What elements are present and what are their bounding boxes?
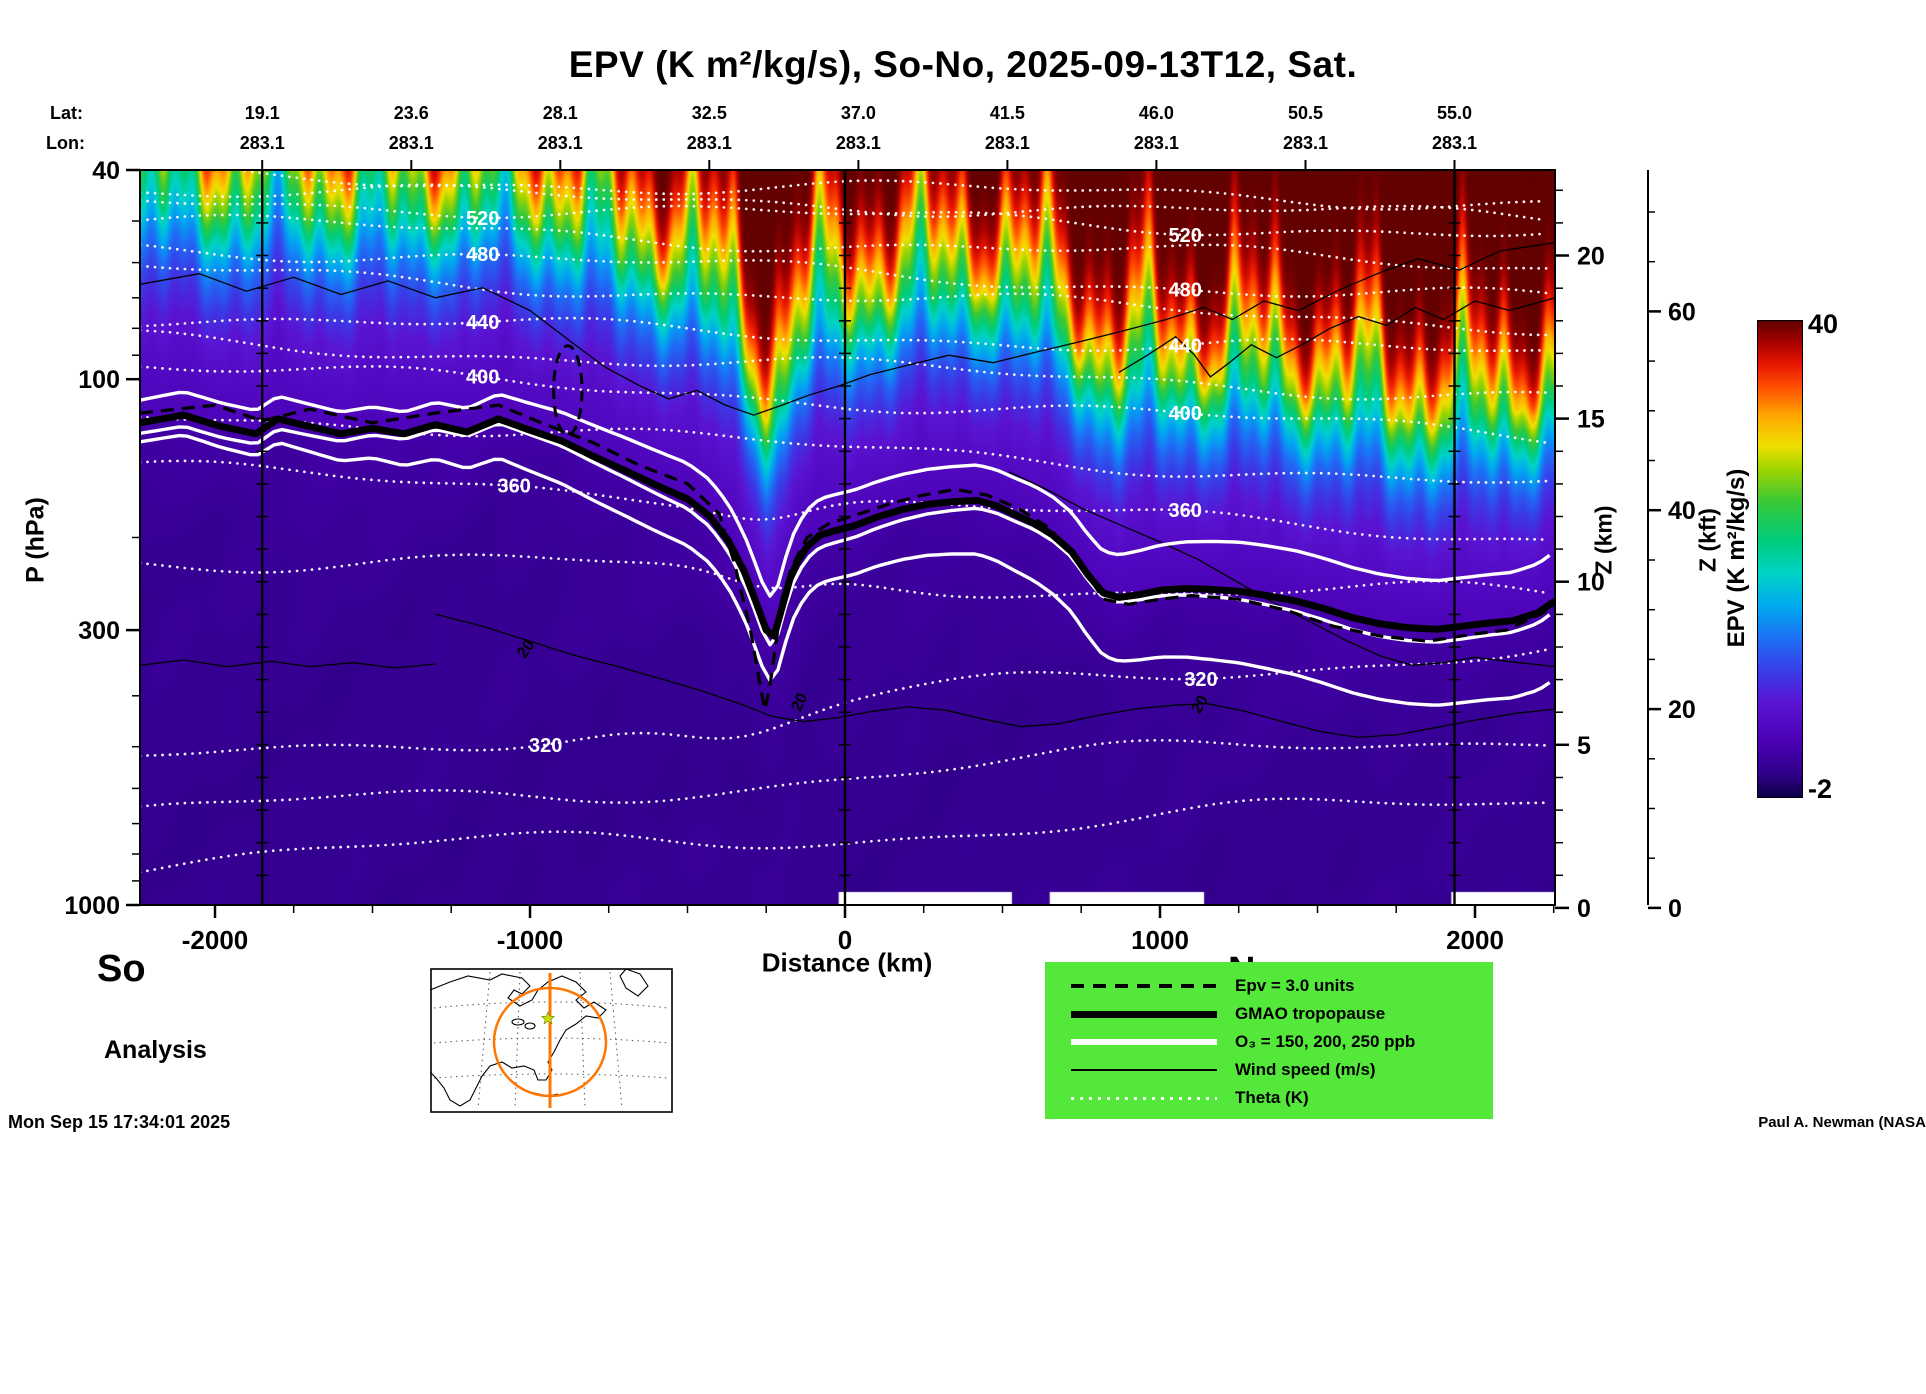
latlon-value: 23.6 <box>393 103 429 123</box>
svg-text:1000: 1000 <box>64 892 120 920</box>
svg-text:20: 20 <box>1668 696 1696 724</box>
latlon-value: 283.1 <box>1133 133 1179 153</box>
latlon-value: 41.5 <box>989 103 1025 123</box>
wind-labels: 20 20 20 <box>514 637 1212 717</box>
latlon-value: 283.1 <box>686 133 732 153</box>
legend-label-epv: Epv = 3.0 units <box>1235 976 1355 995</box>
svg-text:320: 320 <box>1184 669 1217 691</box>
latlon-value: 283.1 <box>537 133 583 153</box>
axis-tick-labels: 40 100 300 1000 -2000 -1000 0 1000 2000 0 5 10 15 20 0… <box>64 157 1695 955</box>
svg-text:60: 60 <box>1668 298 1696 326</box>
svg-text:400: 400 <box>1169 403 1202 425</box>
colorbar-max-label: 40 <box>1808 309 1839 339</box>
theta-contours <box>140 170 1548 874</box>
latlon-value: 37.0 <box>840 103 876 123</box>
lon-prefix: Lon: <box>46 133 85 153</box>
svg-text:320: 320 <box>529 735 562 757</box>
legend-label-theta: Theta (K) <box>1235 1088 1309 1107</box>
svg-text:0: 0 <box>1668 895 1682 923</box>
map-location-star <box>540 1011 556 1025</box>
lat-prefix: Lat: <box>50 103 83 123</box>
inset-map <box>430 968 673 1113</box>
pressure-axis-label: P (hPa) <box>21 497 50 583</box>
svg-text:1000: 1000 <box>1131 925 1189 955</box>
contour-layers: 5205204804804404404004003603603203202020… <box>140 170 1555 905</box>
svg-text:2000: 2000 <box>1446 925 1504 955</box>
svg-text:40: 40 <box>92 157 120 185</box>
svg-text:0: 0 <box>1577 895 1591 923</box>
legend-item-ozone: O₃ = 150, 200, 250 ppb <box>1071 1028 1493 1056</box>
zkft-axis-label: Z (kft) <box>1694 508 1721 572</box>
theta-swatch <box>1071 1096 1217 1100</box>
legend: Epv = 3.0 units GMAO tropopause O₃ = 150… <box>1045 962 1493 1119</box>
svg-text:20: 20 <box>1188 693 1212 717</box>
svg-text:360: 360 <box>498 476 531 498</box>
theta-labels: 520 520 480 480 440 440 400 400 360 360 320 320 <box>466 208 1218 757</box>
latlon-value: 283.1 <box>984 133 1030 153</box>
svg-text:100: 100 <box>78 366 120 394</box>
epv3-contour <box>140 403 1555 710</box>
ozone-swatch <box>1071 1039 1217 1045</box>
endpoint-start-label: So <box>97 948 146 990</box>
svg-text:15: 15 <box>1577 406 1605 434</box>
timestamp: Mon Sep 15 17:34:01 2025 <box>8 1112 231 1132</box>
svg-text:-1000: -1000 <box>497 925 564 955</box>
svg-text:400: 400 <box>466 367 499 389</box>
latlon-value: 283.1 <box>1282 133 1328 153</box>
credit: Paul A. Newman (NASA <box>1758 1114 1926 1131</box>
svg-text:440: 440 <box>1169 335 1202 357</box>
svg-text:-2000: -2000 <box>182 925 249 955</box>
svg-text:300: 300 <box>78 617 120 645</box>
latlon-value: 283.1 <box>239 133 285 153</box>
section-lines <box>256 170 1461 905</box>
legend-label-ozone: O₃ = 150, 200, 250 ppb <box>1235 1032 1416 1051</box>
svg-text:10: 10 <box>1577 569 1605 597</box>
svg-text:480: 480 <box>1169 280 1202 302</box>
legend-label-wind: Wind speed (m/s) <box>1235 1060 1376 1079</box>
svg-text:0: 0 <box>838 925 852 955</box>
svg-text:520: 520 <box>466 208 499 230</box>
latlon-value: 46.0 <box>1138 103 1174 123</box>
svg-text:20: 20 <box>1577 243 1605 271</box>
distance-axis-label: Distance (km) <box>761 947 933 978</box>
latlon-value: 28.1 <box>542 103 578 123</box>
tropopause-swatch <box>1071 1010 1217 1018</box>
svg-text:440: 440 <box>466 312 499 334</box>
colorbar-title: EPV (K m²/kg/s) <box>1723 468 1750 648</box>
zkm-axis-label: Z (km) <box>1590 505 1617 575</box>
svg-text:520: 520 <box>1169 225 1202 247</box>
legend-item-epv-contour: Epv = 3.0 units <box>1071 972 1493 1000</box>
latlon-value: 19.1 <box>244 103 280 123</box>
svg-text:20: 20 <box>514 637 538 661</box>
svg-text:5: 5 <box>1577 732 1591 760</box>
svg-text:360: 360 <box>1169 500 1202 522</box>
tropopause-line <box>140 411 1555 640</box>
chart-title: EPV (K m²/kg/s), So-No, 2025-09-13T12, S… <box>568 44 1358 85</box>
latlon-value: 283.1 <box>388 133 434 153</box>
legend-label-tropopause: GMAO tropopause <box>1235 1004 1386 1023</box>
wind-swatch <box>1071 1069 1217 1071</box>
epv3-closed-contour <box>552 344 584 437</box>
latlon-value: 32.5 <box>691 103 727 123</box>
latlon-value: 283.1 <box>835 133 881 153</box>
latlon-value: 50.5 <box>1287 103 1323 123</box>
latlon-value: 283.1 <box>1431 133 1478 153</box>
colorbar <box>1757 320 1803 798</box>
svg-text:20: 20 <box>788 691 811 714</box>
colorbar-min-label: -2 <box>1808 774 1833 804</box>
axes <box>126 160 1661 918</box>
analysis-label: Analysis <box>104 1036 207 1064</box>
svg-text:40: 40 <box>1668 497 1696 525</box>
epv-contour-swatch <box>1071 984 1217 988</box>
legend-item-wind: Wind speed (m/s) <box>1071 1056 1493 1084</box>
legend-item-tropopause: GMAO tropopause <box>1071 1000 1493 1028</box>
latlon-value: 55.0 <box>1436 103 1473 123</box>
legend-item-theta: Theta (K) <box>1071 1084 1493 1112</box>
svg-text:480: 480 <box>466 244 499 266</box>
